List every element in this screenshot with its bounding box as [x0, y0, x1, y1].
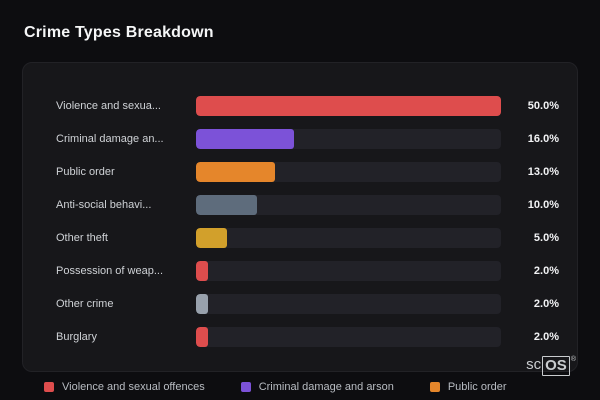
category-label: Other theft	[56, 231, 108, 244]
bar[interactable]	[196, 227, 227, 248]
bar[interactable]	[196, 326, 209, 347]
bar-row: Burglary 2.0%	[56, 320, 559, 353]
bar-row: Anti-social behavi... 10.0%	[56, 188, 559, 221]
logo-boxed: OS	[542, 356, 570, 376]
bar[interactable]	[196, 260, 209, 281]
bar-row: Violence and sexua... 50.0%	[56, 89, 559, 122]
bar[interactable]	[196, 161, 276, 182]
value-label: 50.0%	[527, 99, 559, 112]
bar[interactable]	[196, 128, 294, 149]
legend-swatch	[429, 382, 440, 392]
category-label: Burglary	[56, 330, 97, 343]
bar-track	[196, 293, 501, 314]
registered-mark: ®	[570, 356, 576, 363]
category-label: Violence and sexua...	[56, 99, 161, 112]
bar-track	[196, 128, 501, 149]
logo-prefix: sc	[526, 356, 542, 373]
value-label: 5.0%	[533, 231, 559, 244]
bar-row: Public order 13.0%	[56, 155, 559, 188]
legend-item[interactable]: Violence and sexual offences	[44, 381, 205, 393]
chart-card: Violence and sexua... 50.0% Criminal dam…	[22, 62, 578, 372]
bar-track	[196, 326, 501, 347]
category-label: Possession of weap...	[56, 264, 164, 277]
value-label: 2.0%	[533, 264, 559, 277]
bar[interactable]	[196, 194, 257, 215]
bar-track	[196, 194, 501, 215]
legend-swatch	[44, 382, 54, 392]
category-label: Anti-social behavi...	[56, 198, 152, 211]
bar-row: Criminal damage an... 16.0%	[56, 122, 559, 155]
scos-logo: sc OS ®	[526, 356, 576, 376]
bar-track	[196, 161, 501, 182]
value-label: 2.0%	[533, 297, 559, 310]
bar-track	[196, 260, 501, 281]
chart-legend: Violence and sexual offences Criminal da…	[44, 378, 507, 396]
legend-label: Violence and sexual offences	[62, 381, 205, 393]
bar-row: Other crime 2.0%	[56, 287, 559, 320]
bar-row: Possession of weap... 2.0%	[56, 254, 559, 287]
bar-row: Other theft 5.0%	[56, 221, 559, 254]
value-label: 10.0%	[527, 198, 559, 211]
bar[interactable]	[196, 95, 501, 116]
page-title: Crime Types Breakdown	[24, 24, 214, 41]
legend-label: Public order	[447, 381, 507, 393]
bar[interactable]	[196, 293, 209, 314]
legend-item[interactable]: Criminal damage and arson	[240, 381, 394, 393]
category-label: Other crime	[56, 297, 114, 310]
bar-track	[196, 227, 501, 248]
value-label: 13.0%	[527, 165, 559, 178]
bar-track	[196, 95, 501, 116]
category-label: Criminal damage an...	[56, 132, 164, 145]
legend-swatch	[240, 382, 251, 392]
value-label: 2.0%	[533, 330, 559, 343]
legend-label: Criminal damage and arson	[258, 381, 394, 393]
value-label: 16.0%	[527, 132, 559, 145]
category-label: Public order	[56, 165, 115, 178]
legend-item[interactable]: Public order	[429, 381, 507, 393]
